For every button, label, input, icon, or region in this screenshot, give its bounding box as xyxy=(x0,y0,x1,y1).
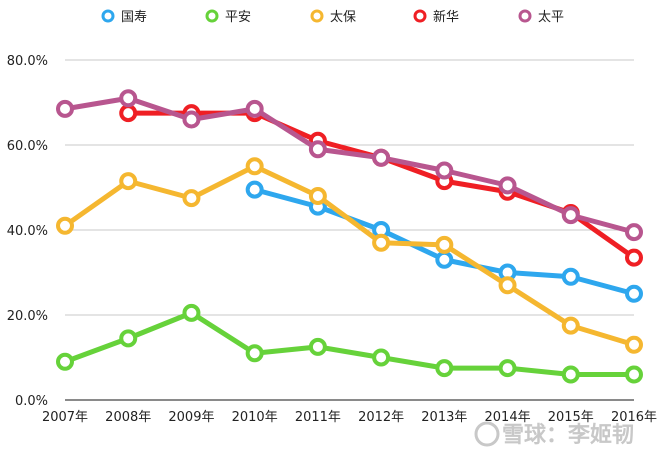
data-point xyxy=(56,352,74,371)
watermark-logo-icon xyxy=(474,421,500,447)
legend-item: 太保 xyxy=(310,9,356,25)
data-point xyxy=(182,110,201,129)
x-tick-label: 2013年 xyxy=(421,410,467,425)
legend-item: 太平 xyxy=(518,9,564,25)
x-tick-label: 2014年 xyxy=(485,410,531,425)
legend: 国寿 平安 太保 新华 太平 xyxy=(101,9,564,25)
data-point xyxy=(245,99,264,118)
data-point xyxy=(435,250,454,269)
series-layer xyxy=(56,89,643,384)
x-tick-label: 2009年 xyxy=(168,410,214,425)
x-tick-label: 2012年 xyxy=(358,410,404,425)
x-tick-label: 2010年 xyxy=(232,410,278,425)
data-point xyxy=(119,104,138,123)
data-point xyxy=(308,337,327,356)
data-point xyxy=(372,348,391,367)
data-point xyxy=(56,99,74,118)
legend-marker-icon xyxy=(310,9,324,23)
data-point xyxy=(625,223,643,242)
series-line xyxy=(62,163,637,348)
y-tick-label: 60.0% xyxy=(7,139,48,154)
data-point xyxy=(56,216,74,235)
legend-marker-icon xyxy=(413,9,427,23)
x-tick-label: 2015年 xyxy=(548,410,594,425)
data-point xyxy=(308,140,327,159)
data-point xyxy=(245,344,264,363)
data-point xyxy=(372,233,391,252)
data-point xyxy=(119,89,138,108)
data-point xyxy=(625,365,643,384)
data-point xyxy=(435,359,454,378)
watermark: 雪球：李姬韧 xyxy=(474,421,634,448)
data-point xyxy=(372,148,391,167)
series-国寿 xyxy=(245,180,643,303)
data-point xyxy=(561,365,580,384)
legend-label: 太保 xyxy=(330,10,356,25)
data-point xyxy=(435,235,454,254)
grid-lines xyxy=(65,59,634,401)
legend-label: 新华 xyxy=(433,9,459,25)
data-point xyxy=(435,161,454,180)
data-point xyxy=(119,172,138,191)
data-point xyxy=(625,248,643,267)
legend-label: 平安 xyxy=(225,10,251,25)
data-point xyxy=(498,176,517,195)
data-point xyxy=(625,284,643,303)
data-point xyxy=(561,267,580,286)
series-平安 xyxy=(56,303,643,384)
x-tick-label: 2007年 xyxy=(42,410,88,425)
y-tick-label: 20.0% xyxy=(7,309,48,324)
series-太平 xyxy=(56,89,643,242)
y-tick-label: 80.0% xyxy=(7,54,48,69)
series-line xyxy=(62,310,637,377)
y-tick-label: 0.0% xyxy=(15,394,48,409)
legend-item: 国寿 xyxy=(101,9,147,25)
watermark-text: 雪球：李姬韧 xyxy=(502,422,634,448)
legend-item: 新华 xyxy=(413,9,459,25)
y-axis: 0.0% 20.0% 40.0% 60.0% 80.0% xyxy=(7,54,48,409)
x-tick-label: 2016年 xyxy=(611,410,657,425)
x-tick-label: 2008年 xyxy=(105,410,151,425)
series-line xyxy=(62,95,637,235)
data-point xyxy=(245,180,264,199)
y-tick-label: 40.0% xyxy=(7,224,48,239)
legend-item: 平安 xyxy=(205,9,251,25)
data-point xyxy=(119,329,138,348)
data-point xyxy=(561,316,580,335)
data-point xyxy=(498,359,517,378)
x-axis: 2007年 2008年 2009年 2010年 2011年 2012年 2013年 2014年… xyxy=(42,410,657,425)
legend-marker-icon xyxy=(101,9,115,23)
series-太保 xyxy=(56,157,643,354)
data-point xyxy=(245,157,264,176)
x-tick-label: 2011年 xyxy=(295,410,341,425)
data-point xyxy=(182,303,201,322)
data-point xyxy=(182,189,201,208)
legend-label: 国寿 xyxy=(121,10,147,25)
data-point xyxy=(308,187,327,205)
legend-marker-icon xyxy=(518,9,532,23)
data-point xyxy=(498,276,517,295)
legend-marker-icon xyxy=(205,9,219,23)
data-point xyxy=(561,206,580,225)
data-point xyxy=(625,335,643,354)
legend-label: 太平 xyxy=(538,10,564,25)
